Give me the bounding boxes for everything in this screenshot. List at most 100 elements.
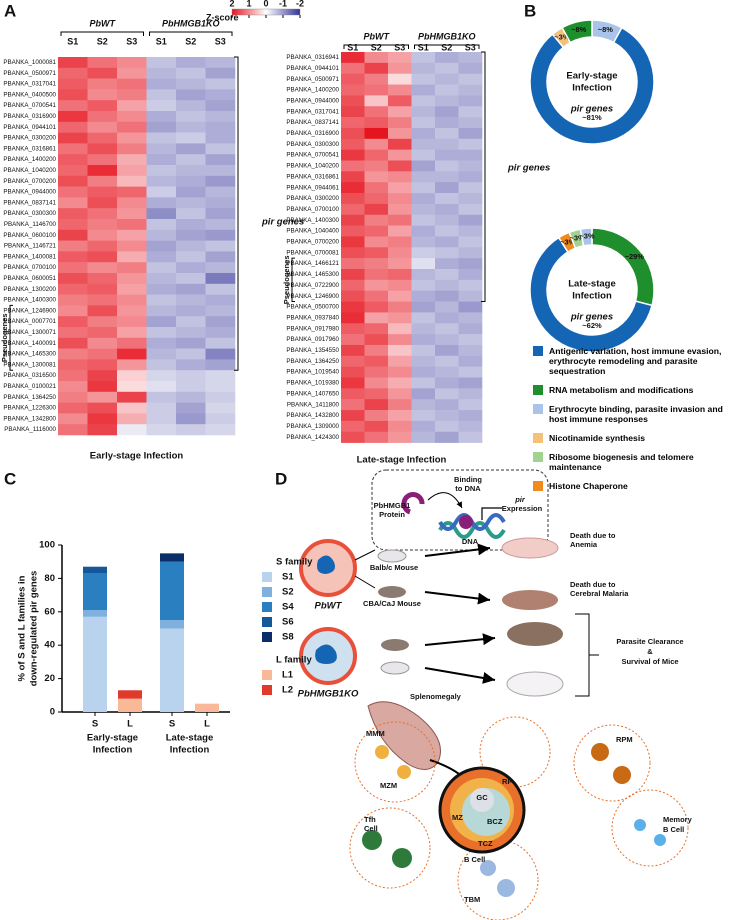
column-label: S2 (97, 36, 108, 46)
heat-cell (117, 240, 147, 252)
heat-cell (341, 171, 365, 183)
heat-cell (117, 337, 147, 349)
heat-cell (364, 73, 389, 85)
row-label: PBANKA_1466121 (286, 260, 339, 267)
heat-cell (364, 160, 389, 172)
legend-swatch (533, 433, 543, 443)
row-label: PBANKA_0700541 (3, 102, 56, 109)
heat-cell (364, 334, 389, 346)
annotation: Pseudogenes (282, 255, 291, 304)
heat-cell (411, 214, 436, 226)
row-label: PBANKA_1424300 (286, 434, 339, 441)
heat-cell (341, 73, 365, 85)
row-label: PBANKA_1146721 (4, 243, 57, 250)
row-label: PBANKA_0917960 (286, 336, 339, 343)
heat-cell (435, 290, 459, 302)
legend-swatch (262, 587, 272, 597)
heat-cell (146, 283, 177, 295)
heat-cell (58, 348, 88, 360)
heat-cell (205, 165, 236, 177)
annotation: pir genes (261, 217, 304, 228)
heat-cell (411, 312, 436, 324)
heat-cell (458, 334, 483, 346)
heat-cell (364, 171, 389, 183)
group-label: PbHMGB1KO (162, 18, 220, 28)
legend-label: RNA metabolism and modifications (549, 385, 694, 395)
heat-cell (176, 229, 206, 241)
heat-cell (458, 106, 483, 118)
heat-cell (205, 305, 236, 317)
heat-cell (435, 323, 459, 335)
heat-cell (435, 312, 459, 324)
heat-cell (146, 219, 177, 231)
legend-item: Histone Chaperone (533, 481, 727, 491)
row-label: PBANKA_0300300 (3, 210, 56, 217)
heat-cell (205, 240, 236, 252)
heat-cell (176, 359, 206, 371)
row-label: PBANKA_1040400 (286, 228, 339, 235)
donut-center-label: Infection (572, 83, 612, 94)
heat-cell (176, 273, 206, 285)
row-label: PBANKA_1300081 (3, 361, 56, 368)
donut-center-label: Late-stage (568, 279, 616, 290)
heat-cell (388, 388, 412, 400)
heat-cell (205, 57, 236, 69)
heat-cell (364, 388, 389, 400)
heat-cell (58, 273, 88, 285)
row-label: PBANKA_1400300 (286, 217, 339, 224)
heat-cell (58, 100, 88, 112)
row-label: PBANKA_0500971 (286, 76, 339, 83)
heat-cell (117, 402, 147, 414)
row-label: PBANKA_1354550 (286, 347, 339, 354)
heat-cell (341, 377, 365, 389)
heat-cell (146, 154, 177, 166)
heat-cell (458, 117, 483, 129)
legend-item: RNA metabolism and modifications (533, 385, 727, 395)
heat-cell (435, 377, 459, 389)
heat-cell (458, 214, 483, 226)
column-label: S1 (347, 42, 358, 52)
heat-cell (87, 305, 118, 317)
heatmap-title: Late-stage Infection (357, 455, 447, 466)
arrow (481, 507, 502, 520)
heat-cell (117, 100, 147, 112)
heat-cell (458, 301, 483, 313)
mouse (381, 639, 409, 651)
heat-cell (364, 258, 389, 270)
heat-cell (87, 391, 118, 403)
row-label: PBANKA_1364250 (286, 358, 339, 365)
heat-cell (176, 208, 206, 220)
heat-cell (341, 203, 365, 216)
heat-cell (205, 208, 236, 220)
heat-cell (58, 413, 88, 425)
heat-cell (364, 290, 389, 302)
heat-cell (341, 193, 365, 205)
heat-cell (117, 391, 147, 403)
heat-cell (435, 193, 459, 205)
heat-cell (58, 391, 88, 403)
heat-cell (117, 273, 147, 285)
heat-cell (458, 127, 483, 140)
group-label: PbHMGB1KO (418, 31, 476, 41)
row-label: PBANKA_1432800 (286, 412, 339, 419)
heat-cell (176, 402, 206, 414)
label: B Cell (663, 825, 684, 834)
heat-cell (364, 193, 389, 205)
heat-cell (146, 100, 177, 112)
heat-cell (388, 225, 412, 237)
heat-cell (87, 402, 118, 414)
heat-cell (388, 431, 412, 443)
heat-cell (364, 236, 389, 248)
heat-cell (411, 95, 436, 107)
annotation: pir genes (570, 104, 613, 115)
heat-cell (364, 410, 389, 422)
heat-cell (435, 203, 459, 216)
heat-cell (341, 269, 365, 281)
heat-cell (87, 424, 118, 436)
heat-cell (117, 413, 147, 425)
row-label: PBANKA_0317041 (3, 81, 56, 88)
heat-cell (205, 121, 236, 133)
heat-cell (458, 312, 483, 324)
heat-cell (117, 370, 147, 382)
heat-cell (117, 197, 147, 209)
